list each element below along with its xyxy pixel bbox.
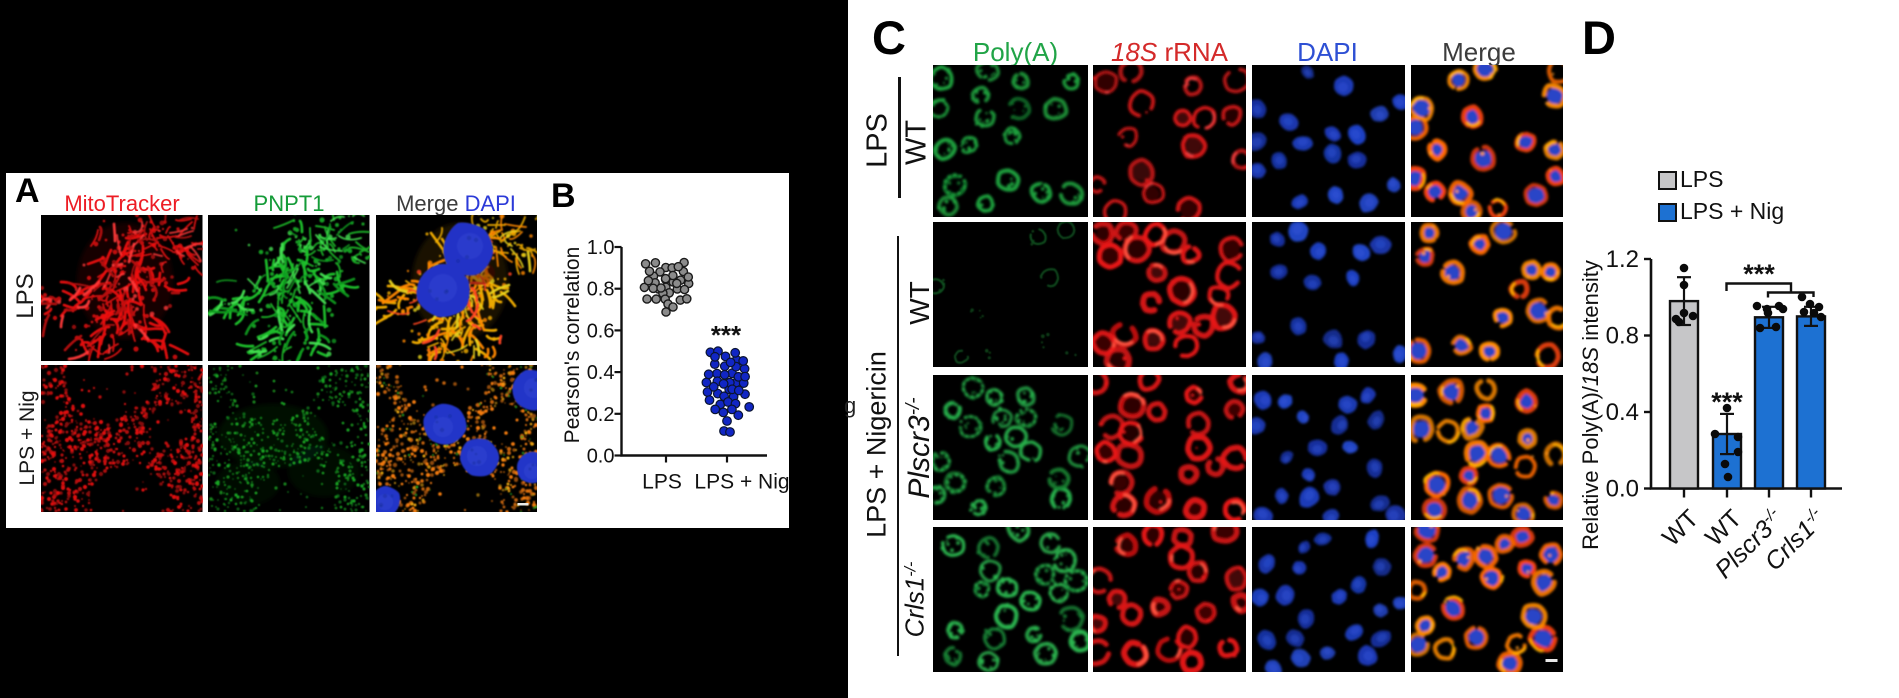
svg-text:0.8: 0.8 (587, 279, 615, 301)
svg-text:***: *** (711, 320, 742, 350)
svg-text:LPS + Nig: LPS + Nig (1680, 198, 1784, 224)
svg-text:0.2: 0.2 (587, 404, 615, 426)
svg-text:0.4: 0.4 (587, 362, 615, 384)
svg-text:0.0: 0.0 (587, 446, 615, 468)
svg-text:***: *** (1711, 387, 1743, 417)
svg-text:0.4: 0.4 (1606, 399, 1639, 426)
svg-text:LPS: LPS (642, 471, 682, 494)
svg-text:LPS + Nig: LPS + Nig (694, 471, 789, 494)
svg-text:1.2: 1.2 (1606, 246, 1639, 273)
svg-text:0.0: 0.0 (1606, 476, 1639, 503)
svg-text:LPS: LPS (1680, 166, 1723, 192)
svg-text:0.8: 0.8 (1606, 323, 1639, 350)
svg-text:WT: WT (1657, 504, 1704, 551)
svg-text:1.0: 1.0 (587, 237, 615, 259)
svg-text:0.6: 0.6 (587, 320, 615, 342)
